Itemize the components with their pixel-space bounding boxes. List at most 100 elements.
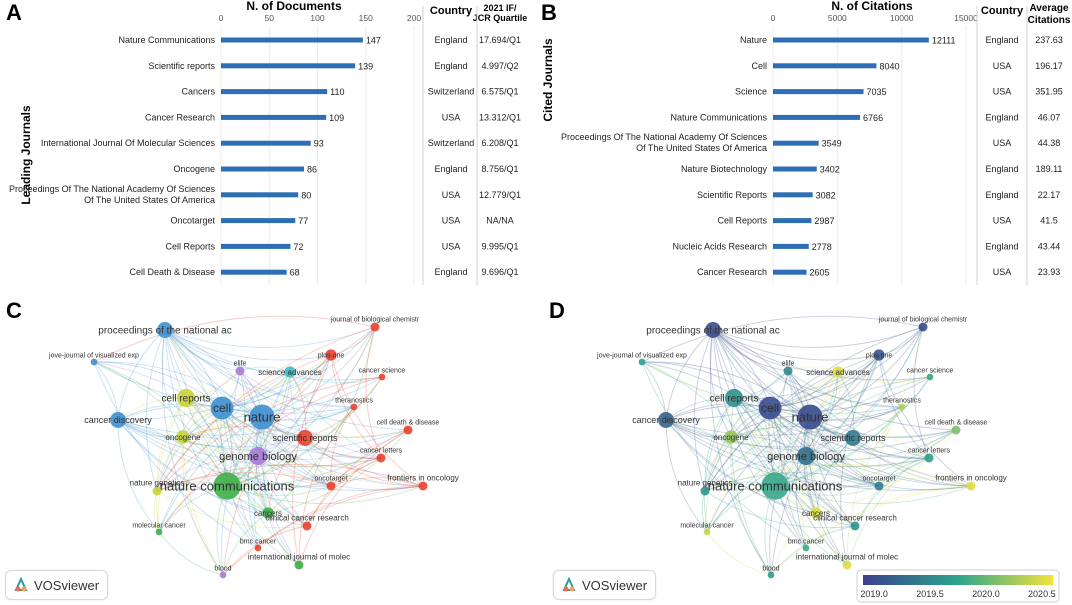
network-edge [267,437,306,514]
category-label: Cancers [181,87,215,97]
network-edge [156,472,332,492]
network-edge [641,361,776,487]
category-label: Nature Communications [118,35,215,45]
bar [221,192,299,198]
vosviewer-label-d: VOSviewer [582,577,648,593]
network-edge [641,361,811,418]
network-edge [226,485,424,505]
network-edge [878,354,972,487]
network-edge [93,361,263,418]
network-node [176,388,196,408]
node-label: science advances [258,368,322,377]
network-edge [164,329,306,439]
network-edge [182,436,224,576]
network-node [842,560,852,570]
network-edge [878,406,903,487]
node-label: clinical cancer research [813,514,897,523]
network-edge [815,429,957,514]
network-edge [164,326,376,348]
node-label: molecular cancer [132,523,186,530]
network-edge [693,329,714,492]
network-edge [770,512,817,576]
network-node [155,528,163,536]
network-edge [117,419,228,487]
network-edge [774,354,880,487]
network-edge [182,436,382,468]
node-label: frontiers in oncology [935,474,1007,483]
country-cell: England [985,241,1018,251]
network-edge [164,329,263,418]
category-label: Proceedings Of The National Academy Of S… [561,132,767,142]
network-edge [185,354,332,399]
network-edge [665,406,903,436]
network-edge [117,419,306,448]
network-node [850,521,860,531]
bar-value-label: 109 [329,113,344,123]
network-edge [805,326,924,457]
panel-c-edges [93,315,424,576]
node-label: nature genetics [678,479,733,488]
network-edge [665,419,856,527]
metric-cell: 8.756/Q1 [481,164,518,174]
network-edge [261,416,409,438]
node-label: molecular cancer [680,523,734,530]
node-label: nature communications [160,479,295,494]
node-label: proceedings of the national ac [646,326,779,337]
country-cell: England [434,35,467,45]
bar [773,37,929,43]
bar [773,218,812,224]
network-node [951,425,961,435]
country-cell: USA [993,138,1012,148]
panel-c-nodes: nature communications nature cell genome bi… [48,317,459,579]
bar-value-label: 72 [293,242,303,252]
network-edge [257,326,376,457]
country-cell: England [985,35,1018,45]
bar [221,166,304,172]
country-cell: USA [993,216,1012,226]
network-edge [774,429,957,487]
metric-cell: 196.17 [1035,61,1063,71]
panel-a-bars: Nature Communications 147 England 17.694/Q1… [9,35,521,278]
network-edge [292,354,332,566]
network-node [152,486,162,496]
metric-cell: 9.696/Q1 [481,267,518,277]
network-edge [304,437,382,459]
node-label: oncotarget [314,476,347,483]
network-edge [769,376,931,412]
network-edge [769,407,972,487]
node-label: cancers [802,509,830,518]
network-edge [878,354,930,459]
network-edge [117,419,308,527]
bar-value-label: 77 [298,216,308,226]
panel-b-col-country: Country [981,5,1024,17]
network-edge [704,490,856,529]
network-edge [156,490,308,529]
node-label: cell reports [162,394,211,405]
country-cell: USA [993,267,1012,277]
category-label: Cancer Research [145,112,215,122]
network-edge [93,315,376,363]
network-edge [222,525,308,576]
network-edge [156,397,187,533]
network-edge [712,329,931,381]
bar [773,89,864,95]
category-label: Of The United States Of America [84,195,215,205]
network-edge [239,370,355,408]
panel-b-col-avg-line2: Citations [1028,15,1071,26]
network-edge [769,407,856,527]
network-node [874,481,884,491]
node-label: journal of biological chemistr [878,317,968,324]
bar-value-label: 80 [301,190,311,200]
network-edge [805,485,972,549]
network-node [703,528,711,536]
network-edge [774,326,924,487]
network-edge [809,416,930,459]
metric-cell: 23.93 [1038,267,1061,277]
bar-value-label: 139 [358,61,373,71]
network-edge [117,419,424,491]
network-edge [837,371,931,384]
node-label: scientific reports [272,433,338,443]
network-edge [117,406,355,436]
metric-cell: NA/NA [486,216,514,226]
